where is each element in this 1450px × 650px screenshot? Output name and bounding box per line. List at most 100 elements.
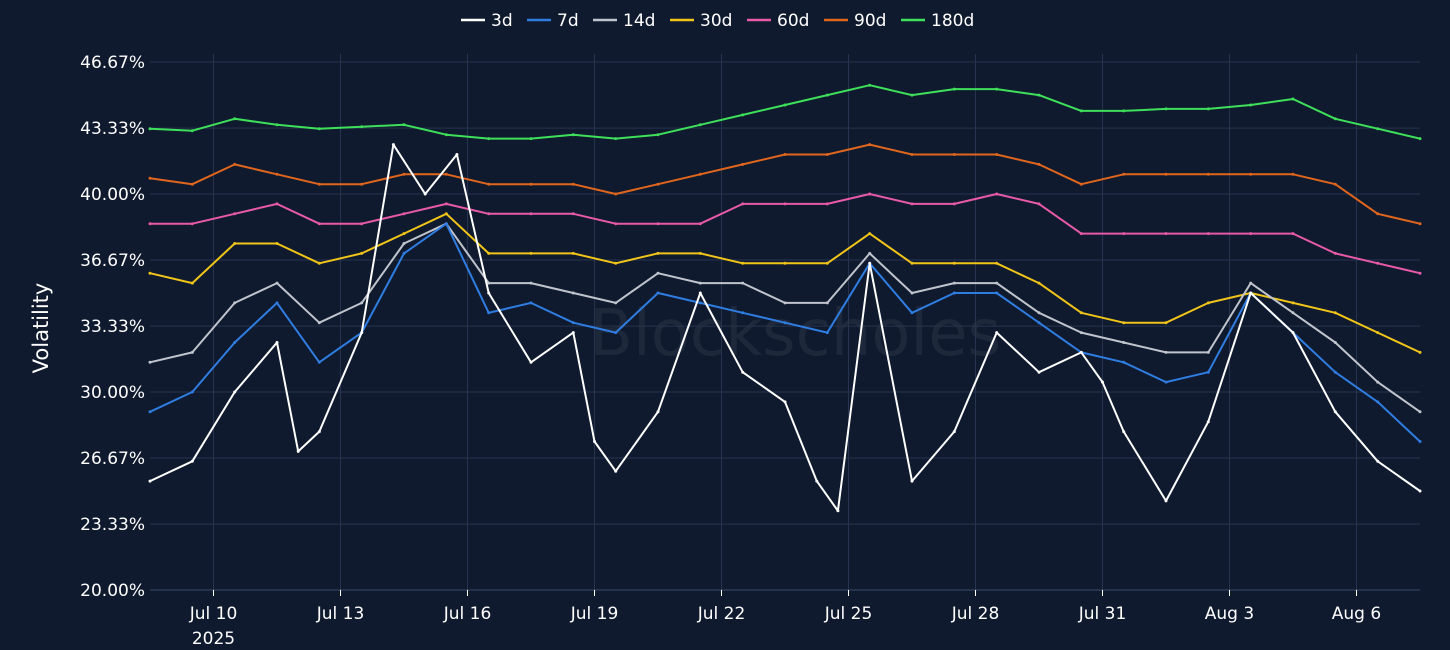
legend[interactable]: 3d 7d 14d 30d 60d 90d 180d bbox=[461, 11, 974, 31]
data-point-3d bbox=[1249, 291, 1253, 295]
data-point-3d bbox=[815, 479, 819, 483]
data-point-7d bbox=[698, 301, 702, 305]
data-point-7d bbox=[190, 390, 194, 394]
data-point-3d bbox=[1122, 430, 1126, 434]
data-point-180d bbox=[1376, 127, 1380, 131]
data-point-60d bbox=[360, 222, 364, 226]
data-point-3d bbox=[275, 341, 279, 344]
legend-item-60d[interactable]: 60d bbox=[747, 11, 809, 31]
data-point-180d bbox=[1418, 137, 1422, 141]
data-point-14d bbox=[275, 281, 279, 285]
data-point-3d bbox=[952, 430, 956, 434]
data-point-3d bbox=[1291, 331, 1295, 335]
legend-label: 3d bbox=[491, 11, 513, 31]
data-point-30d bbox=[190, 281, 194, 285]
data-point-30d bbox=[868, 232, 872, 236]
legend-item-14d[interactable]: 14d bbox=[593, 11, 655, 31]
x-tick-label: Jul 16 bbox=[443, 604, 492, 624]
legend-item-90d[interactable]: 90d bbox=[824, 11, 886, 31]
data-point-30d bbox=[1164, 321, 1168, 325]
data-point-90d bbox=[1037, 162, 1041, 166]
data-point-14d bbox=[1164, 350, 1168, 354]
data-point-7d bbox=[783, 321, 787, 325]
data-point-90d bbox=[1333, 182, 1337, 186]
legend-label: 7d bbox=[557, 11, 579, 31]
data-point-180d bbox=[741, 113, 745, 117]
data-point-60d bbox=[148, 222, 152, 226]
data-point-60d bbox=[868, 192, 872, 196]
data-point-3d bbox=[1376, 459, 1380, 463]
data-point-7d bbox=[825, 331, 829, 335]
data-point-60d bbox=[656, 222, 660, 226]
legend-item-180d[interactable]: 180d bbox=[901, 11, 974, 31]
watermark: Blockscholes bbox=[589, 297, 1001, 371]
data-point-90d bbox=[275, 172, 279, 176]
y-tick-label: 26.67% bbox=[80, 449, 145, 469]
data-point-14d bbox=[614, 301, 618, 305]
data-point-14d bbox=[571, 291, 575, 295]
data-point-30d bbox=[1333, 311, 1337, 315]
x-tick-label: Jul 22 bbox=[697, 604, 746, 624]
data-point-30d bbox=[995, 261, 999, 265]
x-tick-label: Jul 28 bbox=[951, 604, 1000, 624]
legend-label: 60d bbox=[777, 11, 809, 31]
data-point-30d bbox=[402, 232, 406, 236]
data-point-7d bbox=[487, 311, 491, 315]
data-point-14d bbox=[1079, 331, 1083, 335]
data-point-3d bbox=[836, 509, 840, 513]
data-point-90d bbox=[317, 182, 321, 186]
data-point-30d bbox=[317, 261, 321, 265]
data-point-30d bbox=[487, 251, 491, 255]
data-point-3d bbox=[995, 331, 999, 335]
data-point-30d bbox=[529, 251, 533, 255]
data-point-7d bbox=[402, 251, 406, 255]
legend-label: 14d bbox=[623, 11, 655, 31]
data-point-180d bbox=[233, 117, 237, 121]
data-point-7d bbox=[571, 321, 575, 325]
legend-item-3d[interactable]: 3d bbox=[461, 11, 513, 31]
data-point-30d bbox=[275, 242, 279, 245]
data-point-14d bbox=[1037, 311, 1041, 315]
data-point-7d bbox=[1333, 370, 1337, 374]
data-point-60d bbox=[1376, 261, 1380, 265]
y-tick-label: 30.00% bbox=[80, 383, 145, 403]
data-point-7d bbox=[656, 291, 660, 295]
x-tick-label: Aug 3 bbox=[1205, 604, 1254, 624]
data-point-3d bbox=[910, 479, 914, 483]
data-point-90d bbox=[1291, 172, 1295, 176]
data-point-90d bbox=[783, 153, 787, 156]
x-tick-year-label: 2025 bbox=[192, 629, 235, 649]
x-tick-label: Jul 10 bbox=[189, 604, 238, 624]
data-point-180d bbox=[529, 137, 533, 141]
data-point-60d bbox=[698, 222, 702, 226]
x-tick-label: Jul 25 bbox=[824, 604, 873, 624]
data-point-14d bbox=[317, 321, 321, 325]
data-point-14d bbox=[825, 301, 829, 305]
data-point-180d bbox=[910, 93, 914, 97]
data-point-7d bbox=[1206, 370, 1210, 374]
data-point-60d bbox=[275, 202, 279, 206]
grid bbox=[150, 54, 1420, 591]
data-point-3d bbox=[1037, 370, 1041, 374]
data-point-60d bbox=[1122, 232, 1126, 236]
data-point-14d bbox=[1249, 281, 1253, 285]
data-point-90d bbox=[360, 182, 364, 186]
data-point-3d bbox=[391, 143, 395, 147]
data-point-7d bbox=[952, 291, 956, 295]
data-point-60d bbox=[190, 222, 194, 226]
data-point-3d bbox=[296, 449, 300, 453]
data-point-3d bbox=[233, 390, 237, 394]
data-point-90d bbox=[1206, 172, 1210, 176]
data-point-90d bbox=[148, 176, 152, 180]
data-point-90d bbox=[571, 182, 575, 186]
data-point-3d bbox=[1101, 380, 1104, 384]
data-point-60d bbox=[1037, 202, 1041, 206]
legend-item-7d[interactable]: 7d bbox=[527, 11, 579, 31]
data-point-14d bbox=[698, 281, 702, 285]
data-point-30d bbox=[614, 261, 618, 265]
data-point-30d bbox=[952, 261, 956, 265]
data-point-180d bbox=[698, 123, 702, 127]
data-point-30d bbox=[1418, 350, 1422, 354]
legend-item-30d[interactable]: 30d bbox=[670, 11, 732, 31]
x-tick-label: Aug 6 bbox=[1332, 604, 1381, 624]
